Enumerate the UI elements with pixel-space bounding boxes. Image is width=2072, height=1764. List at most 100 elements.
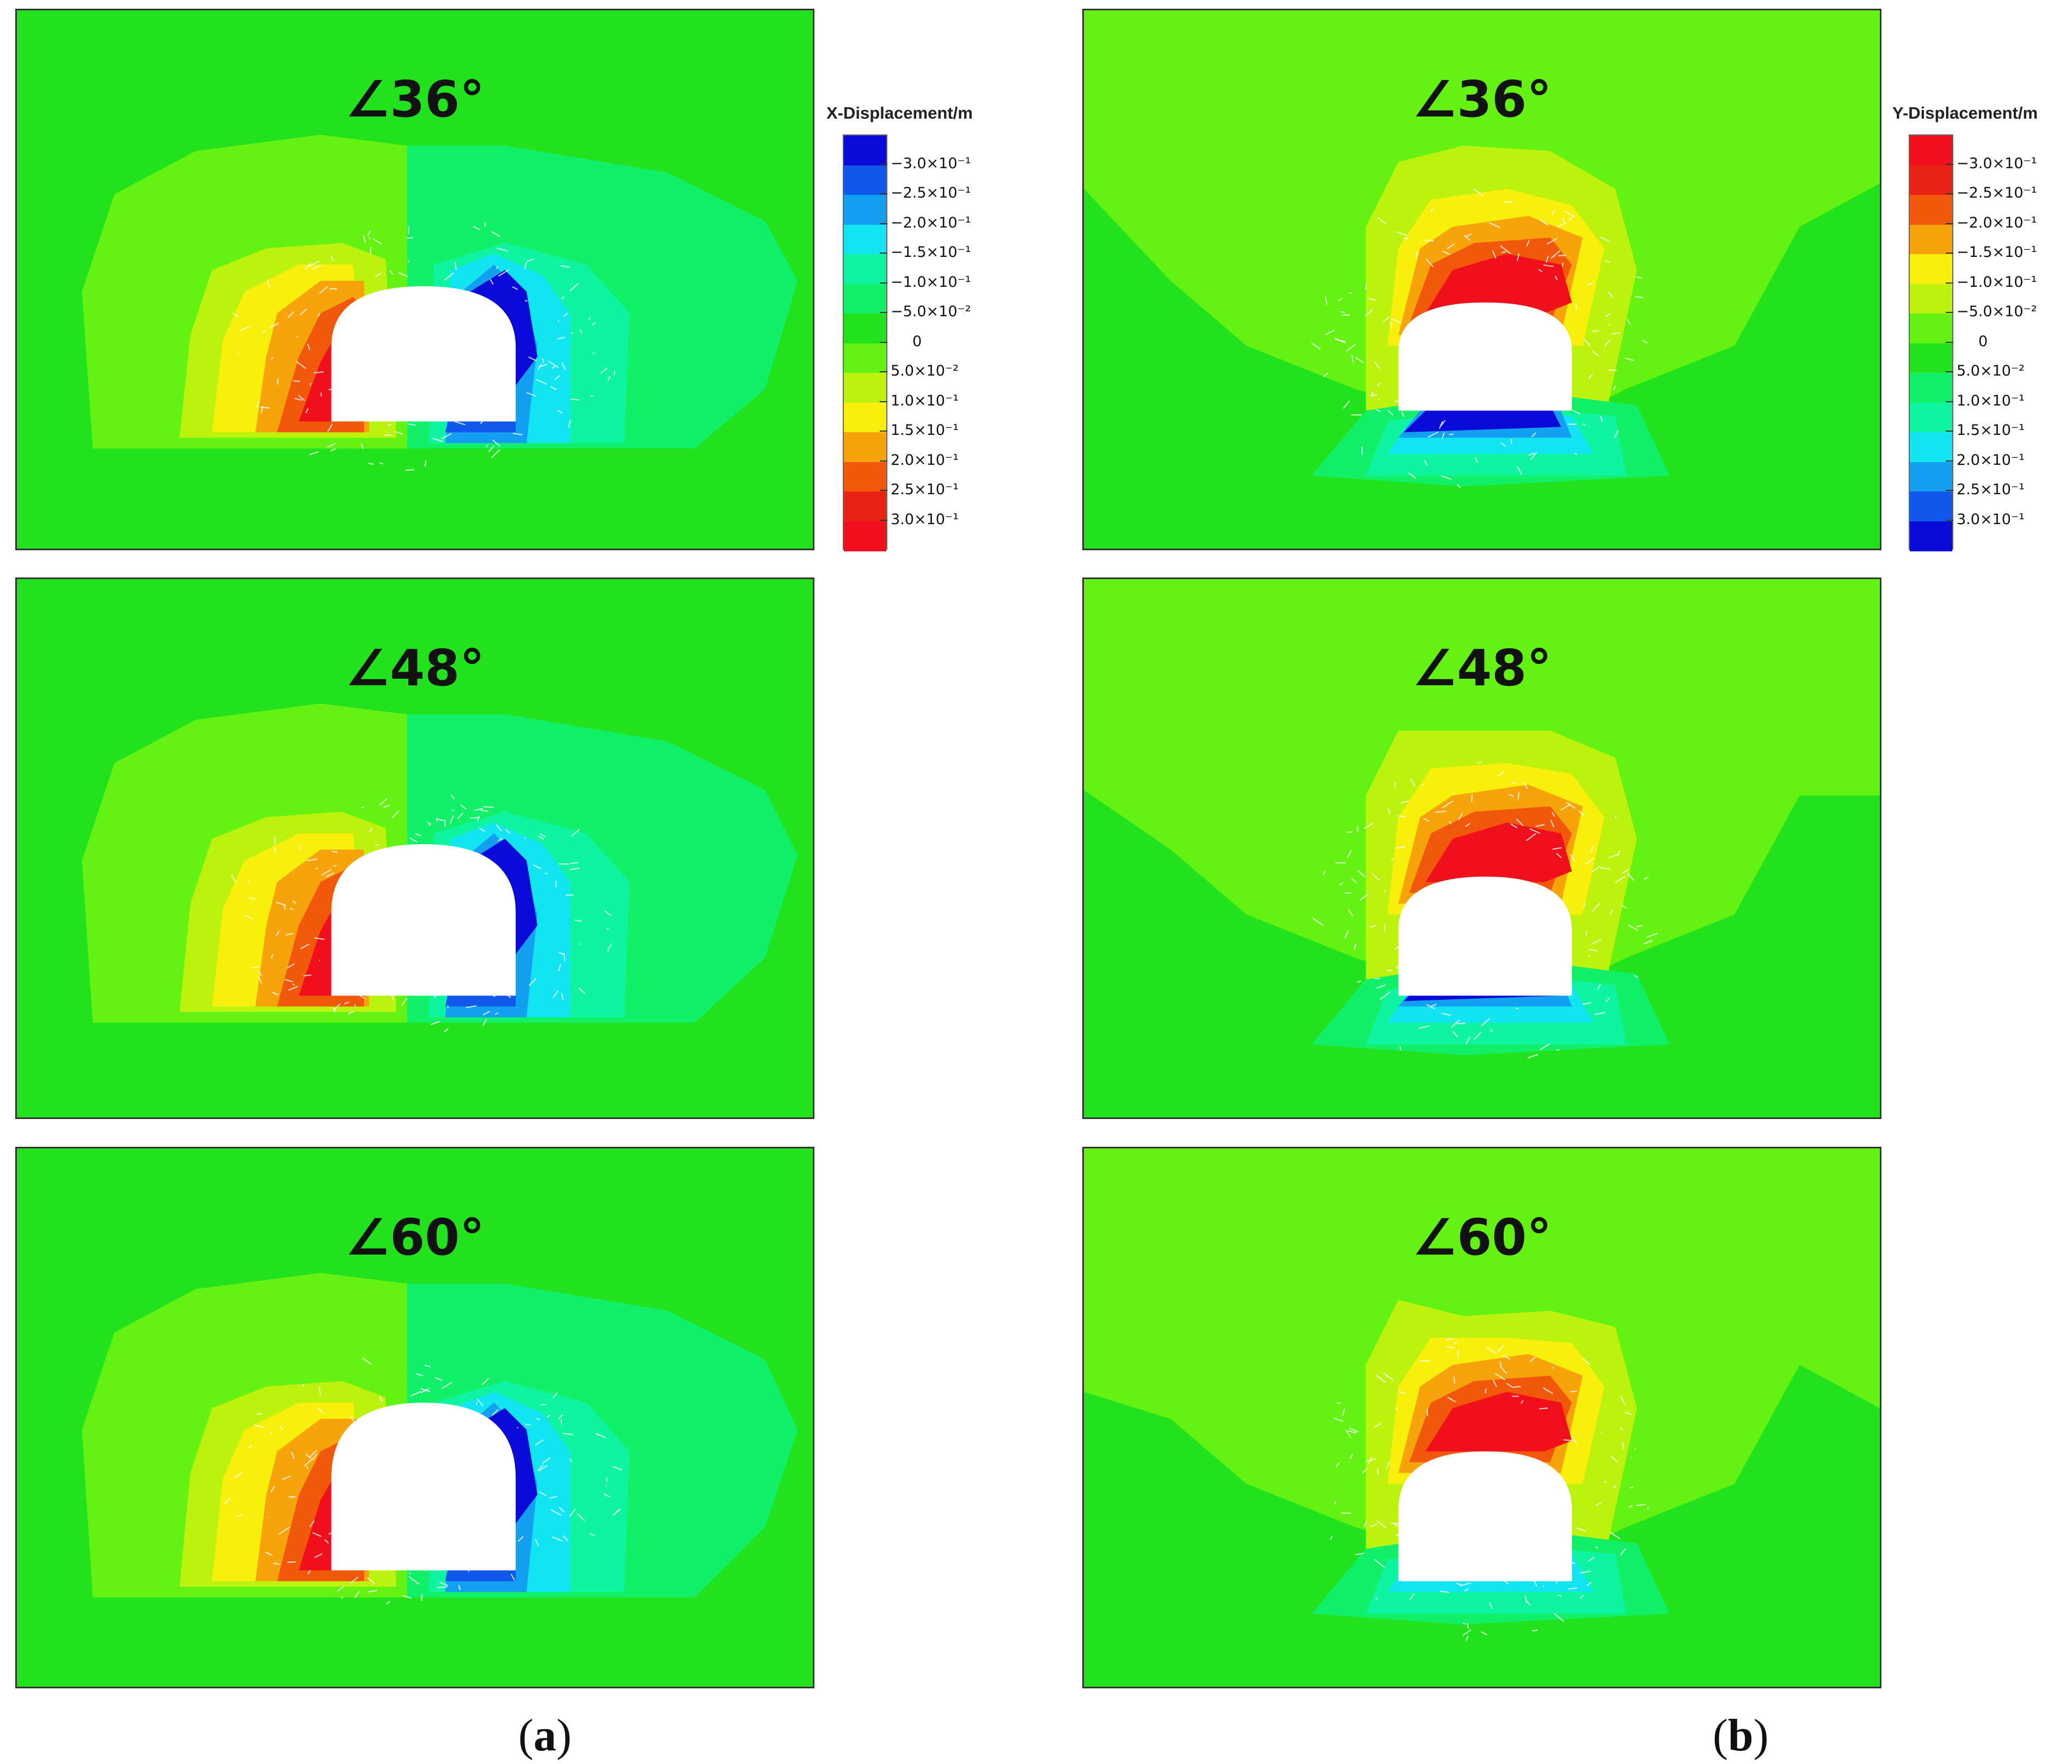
fracture — [492, 1409, 499, 1416]
contour-y-60 — [1084, 1148, 1880, 1687]
legend-title: Y-Displacement/m — [1892, 103, 2038, 122]
fracture — [1542, 1585, 1544, 1587]
fracture — [426, 821, 431, 825]
fracture — [1587, 282, 1593, 286]
fracture — [333, 865, 337, 867]
fracture — [1500, 1578, 1509, 1584]
fracture — [1535, 824, 1545, 827]
fracture — [1517, 253, 1520, 261]
fracture — [311, 1453, 318, 1461]
fracture — [1376, 984, 1386, 989]
fracture — [1409, 778, 1415, 786]
fracture — [416, 1373, 424, 1376]
fracture — [1357, 826, 1359, 832]
fracture — [1312, 918, 1324, 926]
fracture — [367, 463, 374, 465]
fracture — [1457, 484, 1461, 488]
fracture — [354, 1591, 360, 1599]
fracture — [312, 265, 321, 269]
fracture — [327, 423, 333, 432]
fracture — [309, 383, 312, 386]
fracture — [389, 269, 394, 275]
legend-swatch — [1910, 402, 1952, 433]
fracture — [537, 1465, 544, 1471]
fracture — [558, 951, 565, 956]
fracture — [560, 1419, 562, 1425]
fracture — [1566, 802, 1576, 809]
fracture — [1342, 400, 1350, 409]
fracture — [279, 1425, 283, 1431]
fracture — [473, 225, 480, 230]
fracture — [1512, 1386, 1521, 1388]
fracture — [1517, 792, 1520, 800]
fracture — [1464, 1588, 1469, 1592]
fracture — [1465, 233, 1473, 237]
fracture — [479, 981, 487, 984]
contour-negative-3-0 — [1425, 254, 1572, 314]
panel-b-60: ∠60° — [1082, 1147, 1881, 1688]
fracture — [1465, 1036, 1470, 1044]
legend-label: −2.5×10⁻¹ — [1957, 185, 2037, 201]
fracture — [1394, 942, 1404, 950]
fracture — [408, 1576, 420, 1585]
fracture — [1568, 216, 1574, 222]
fracture — [424, 460, 427, 468]
fracture — [444, 272, 454, 281]
fracture — [569, 1508, 576, 1517]
legend-swatch — [1910, 491, 1952, 521]
fracture — [1399, 1046, 1402, 1050]
fracture — [1550, 250, 1561, 259]
fracture — [362, 1357, 372, 1365]
fracture — [1325, 329, 1335, 336]
legend-label: −1.0×10⁻¹ — [1957, 273, 2037, 291]
fracture — [1492, 250, 1497, 259]
fracture — [1419, 987, 1426, 992]
fracture — [258, 975, 262, 984]
fracture — [244, 914, 253, 920]
fracture — [512, 286, 518, 290]
fracture — [395, 431, 403, 435]
fracture — [1509, 794, 1514, 797]
fracture — [1457, 1350, 1459, 1359]
fracture — [274, 837, 277, 845]
fracture — [1361, 447, 1363, 455]
fracture — [238, 326, 250, 331]
fracture — [480, 416, 486, 425]
fracture — [1462, 1629, 1472, 1636]
angle-label: ∠48° — [1412, 639, 1552, 697]
legend-swatch — [1910, 136, 1952, 165]
fracture — [1633, 975, 1639, 978]
fracture — [1547, 1565, 1556, 1572]
fracture — [1480, 1631, 1487, 1636]
legend-label: 3.0×10⁻¹ — [891, 511, 959, 528]
fracture — [1452, 792, 1454, 795]
fracture — [1463, 235, 1471, 241]
fracture — [1372, 873, 1380, 881]
legend-tick — [1946, 163, 1953, 165]
fracture — [491, 231, 500, 237]
fracture — [432, 438, 443, 442]
tunnel-cavity — [331, 844, 516, 996]
fracture — [1530, 452, 1537, 460]
fracture — [232, 313, 240, 317]
fracture — [1439, 421, 1443, 429]
fracture — [379, 798, 388, 806]
fracture — [270, 1485, 275, 1493]
fracture — [1430, 207, 1433, 212]
fracture — [568, 420, 571, 428]
fracture — [266, 279, 271, 288]
legend-swatch — [844, 402, 886, 433]
legend-label: −5.0×10⁻² — [1957, 303, 2037, 320]
fracture — [557, 409, 563, 414]
fracture — [590, 1533, 595, 1537]
fracture — [579, 329, 583, 333]
legend-label: 1.5×10⁻¹ — [891, 422, 959, 439]
fracture — [361, 806, 364, 809]
fracture — [296, 361, 306, 369]
fracture — [444, 1028, 449, 1032]
fracture — [1502, 1355, 1511, 1360]
fracture — [1516, 818, 1524, 827]
fracture — [1382, 317, 1390, 323]
fracture — [450, 794, 455, 800]
legend-tick — [880, 223, 887, 224]
